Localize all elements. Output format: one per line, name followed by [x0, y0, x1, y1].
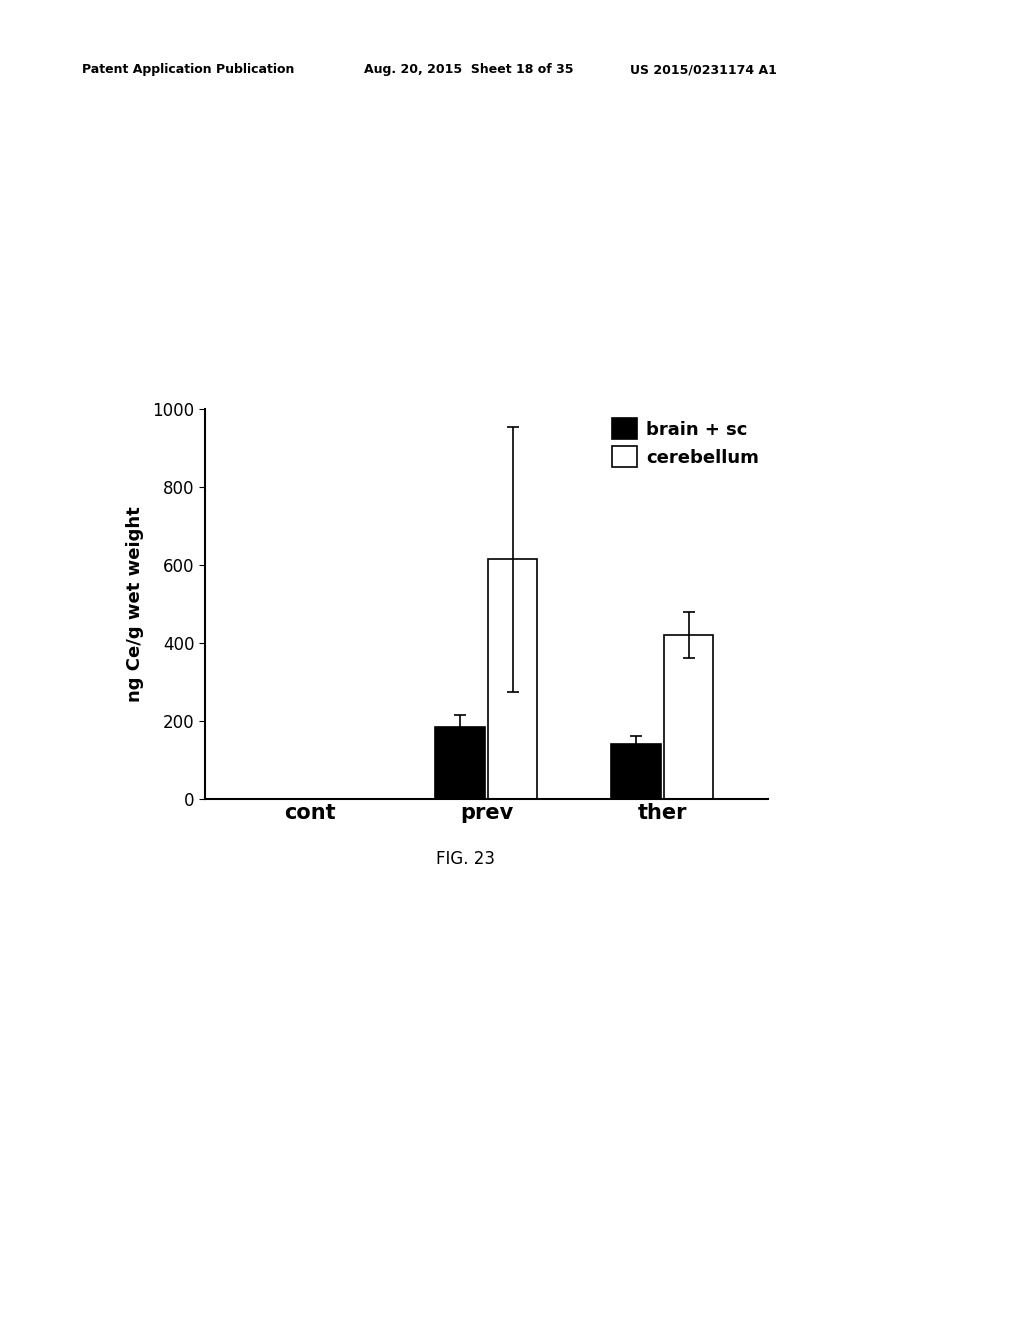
Bar — [488, 560, 538, 799]
Text: Aug. 20, 2015  Sheet 18 of 35: Aug. 20, 2015 Sheet 18 of 35 — [364, 63, 573, 77]
Text: US 2015/0231174 A1: US 2015/0231174 A1 — [630, 63, 776, 77]
Bar — [435, 726, 484, 799]
Bar — [611, 744, 660, 799]
Legend: brain + sc, cerebellum: brain + sc, cerebellum — [611, 418, 759, 467]
Bar — [665, 635, 714, 799]
Y-axis label: ng Ce/g wet weight: ng Ce/g wet weight — [126, 506, 144, 702]
Text: Patent Application Publication: Patent Application Publication — [82, 63, 294, 77]
Text: FIG. 23: FIG. 23 — [436, 850, 496, 869]
